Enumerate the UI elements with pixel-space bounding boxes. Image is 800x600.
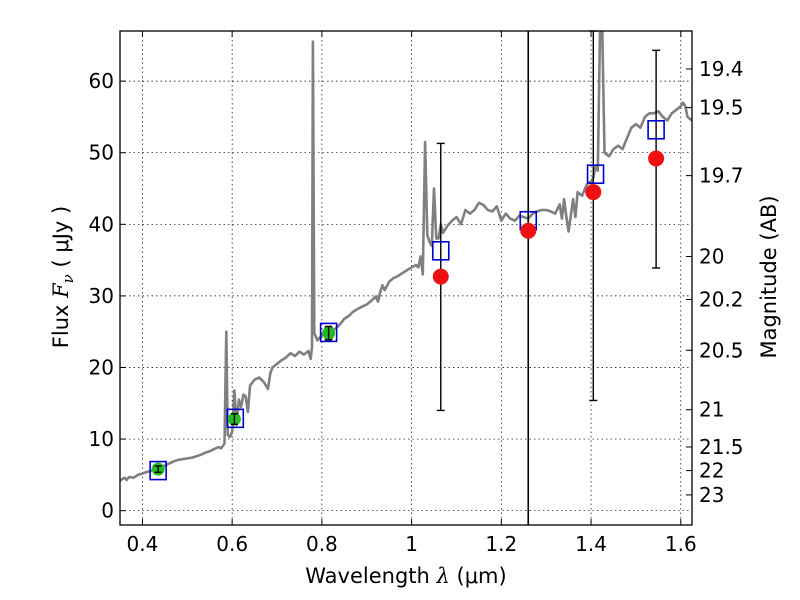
y-tick-label: 40 [89, 212, 114, 236]
x-tick-label: 0.4 [127, 532, 159, 556]
x-tick-label: 1.4 [575, 532, 607, 556]
y-tick-label: 10 [89, 427, 114, 451]
model-points [149, 120, 665, 481]
magnitude-tick-label: 21.5 [699, 435, 744, 459]
plot-frame [119, 30, 693, 526]
model-point [586, 164, 605, 184]
model-point [226, 408, 245, 429]
template-spectrum [120, 31, 692, 482]
model-point [431, 240, 450, 261]
observed-point [585, 184, 602, 201]
y-tick-labels: 0 10 20 30 40 50 60 [89, 69, 114, 523]
x-tick-labels: 0.4 0.6 0.8 1 1.2 1.4 1.6 [127, 532, 697, 556]
axis-ticks [120, 31, 692, 525]
observed-points [151, 150, 665, 476]
model-point [647, 120, 665, 140]
y-axis-label: Flux Fν ( μJy ) [49, 206, 77, 348]
y-tick-label: 20 [89, 355, 114, 379]
model-point [319, 322, 338, 343]
magnitude-tick-label: 20.5 [699, 338, 744, 362]
magnitude-tick-label: 21 [699, 398, 724, 422]
magnitude-axis-label: Magnitude (AB) [757, 195, 781, 358]
y-tick-label: 60 [89, 69, 114, 93]
magnitude-tick-label: 19.4 [699, 57, 744, 81]
y-tick-label: 50 [89, 141, 114, 165]
error-bars [154, 30, 661, 473]
x-tick-label: 0.6 [216, 532, 248, 556]
x-axis-label: Wavelength λ (μm) [305, 564, 506, 588]
spectrum-line [120, 31, 692, 482]
model-point [149, 460, 167, 481]
y-tick-label: 30 [89, 284, 114, 308]
x-tick-label: 1.2 [485, 532, 517, 556]
x-tick-label: 1 [405, 532, 418, 556]
grid [120, 31, 692, 525]
magnitude-tick-label: 23 [699, 483, 724, 507]
magnitude-tick-label: 22 [699, 459, 724, 483]
x-tick-label: 1.6 [665, 532, 697, 556]
magnitude-tick-label: 19.7 [699, 164, 744, 188]
magnitude-tick-label: 20.2 [699, 287, 744, 311]
magnitude-tick-label: 19.5 [699, 96, 744, 120]
x-tick-label: 0.8 [306, 532, 338, 556]
magnitude-tick-label: 20 [699, 245, 724, 269]
observed-point [520, 222, 537, 239]
y-tick-label: 0 [101, 499, 114, 523]
observed-point [648, 150, 665, 167]
observed-point [432, 268, 449, 285]
